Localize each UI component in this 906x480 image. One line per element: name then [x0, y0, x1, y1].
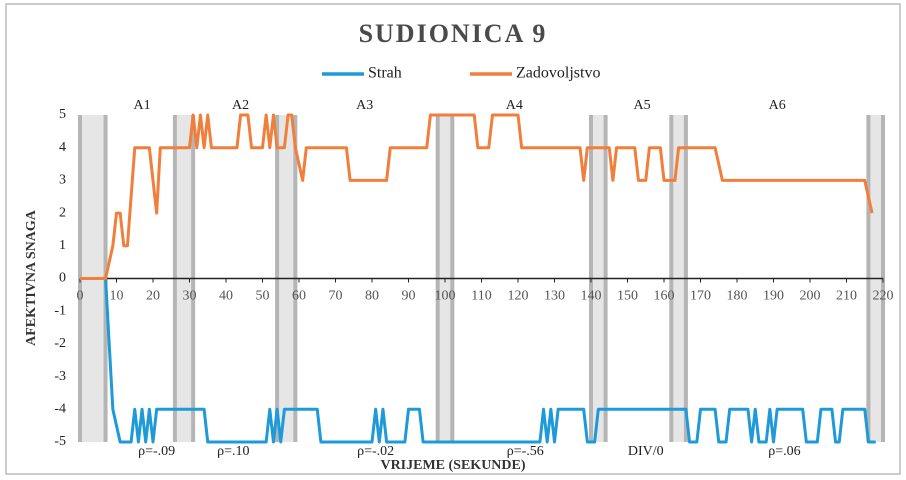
series-line	[80, 277, 876, 444]
region-label: A6	[769, 98, 786, 113]
x-tick-label: 0	[77, 289, 84, 304]
y-tick-label: -1	[54, 303, 66, 318]
x-tick-label: 80	[365, 289, 379, 304]
correlation-label: ρ=.06	[768, 444, 800, 459]
series-line	[80, 113, 874, 280]
y-tick-label: 3	[59, 173, 66, 188]
x-tick-label: 40	[219, 289, 233, 304]
chart-title: SUDIONICA 9	[359, 19, 548, 48]
x-tick-label: 140	[581, 289, 602, 304]
correlation-label: DIV/0	[628, 444, 664, 459]
region-label: A3	[356, 98, 373, 113]
x-tick-label: 170	[690, 289, 711, 304]
y-tick-label: -4	[54, 402, 66, 417]
x-tick-label: 70	[329, 289, 343, 304]
y-tick-label: 2	[59, 205, 66, 220]
correlation-label: ρ=-.56	[507, 444, 544, 459]
x-tick-label: 110	[471, 289, 491, 304]
x-tick-label: 30	[183, 289, 197, 304]
x-tick-label: 20	[146, 289, 160, 304]
x-tick-label: 130	[544, 289, 565, 304]
x-tick-label: 210	[836, 289, 857, 304]
y-tick-label: -2	[54, 336, 66, 351]
x-tick-label: 160	[654, 289, 675, 304]
y-tick-label: 4	[59, 140, 66, 155]
x-tick-label: 220	[873, 289, 894, 304]
correlation-label: ρ=-.02	[357, 444, 394, 459]
x-tick-label: 190	[763, 289, 784, 304]
x-tick-label: 120	[508, 289, 529, 304]
y-tick-label: 1	[59, 238, 66, 253]
y-tick-label: -3	[54, 369, 66, 384]
correlation-label: ρ=.10	[217, 444, 249, 459]
y-axis-label: AFEKTIVNA SNAGA	[24, 209, 39, 346]
legend-label: Zadovoljstvo	[516, 65, 600, 82]
x-tick-label: 200	[800, 289, 821, 304]
x-tick-label: 60	[292, 289, 306, 304]
x-tick-label: 10	[110, 289, 124, 304]
y-tick-label: 0	[59, 271, 66, 286]
y-tick-label: -5	[54, 434, 66, 449]
correlation-label: ρ=-.09	[138, 444, 175, 459]
region-label: A4	[506, 98, 523, 113]
x-axis-label: VRIJEME (SEKUNDE)	[380, 458, 525, 473]
x-tick-label: 50	[256, 289, 270, 304]
region-label: A2	[232, 98, 249, 113]
x-tick-label: 150	[617, 289, 638, 304]
y-tick-label: 5	[59, 107, 66, 122]
x-tick-label: 100	[435, 289, 456, 304]
legend-label: Strah	[368, 65, 402, 82]
x-tick-label: 90	[402, 289, 416, 304]
x-tick-label: 180	[727, 289, 748, 304]
region-label: A5	[634, 98, 651, 113]
region-label: A1	[133, 98, 150, 113]
